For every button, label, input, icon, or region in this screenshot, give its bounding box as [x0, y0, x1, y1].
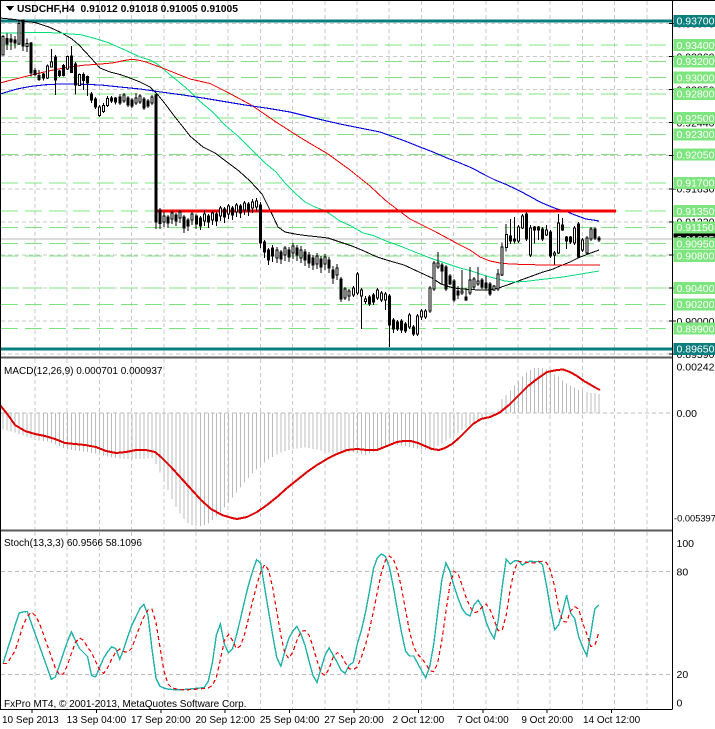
- svg-text:0.91350: 0.91350: [677, 206, 715, 218]
- svg-text:0.91150: 0.91150: [677, 222, 714, 234]
- svg-text:0.92300: 0.92300: [677, 129, 715, 141]
- svg-text:0.92500: 0.92500: [677, 113, 715, 125]
- svg-text:0.91700: 0.91700: [677, 178, 715, 190]
- svg-text:14 Oct 12:00: 14 Oct 12:00: [583, 715, 641, 726]
- svg-text:Stoch(13,3,3) 60.9566 58.1096: Stoch(13,3,3) 60.9566 58.1096: [4, 538, 142, 549]
- svg-text:0.00: 0.00: [677, 408, 698, 420]
- svg-text:USDCHF,H4 0.91012 0.91018 0.9: USDCHF,H4 0.91012 0.91018 0.91005 0.9100…: [17, 4, 238, 15]
- svg-text:0.89900: 0.89900: [677, 323, 715, 335]
- svg-text:0.90950: 0.90950: [677, 238, 715, 250]
- svg-text:0.93700: 0.93700: [677, 16, 715, 28]
- svg-text:0.93400: 0.93400: [677, 40, 715, 52]
- svg-text:-0.005397: -0.005397: [674, 513, 715, 523]
- svg-text:0.93200: 0.93200: [677, 56, 715, 68]
- svg-text:0.90800: 0.90800: [677, 251, 715, 263]
- svg-text:80: 80: [677, 566, 689, 578]
- svg-text:2 Oct 12:00: 2 Oct 12:00: [393, 715, 445, 726]
- svg-text:0.89650: 0.89650: [677, 344, 715, 356]
- svg-text:10 Sep 2013: 10 Sep 2013: [2, 715, 59, 726]
- svg-text:27 Sep 20:00: 27 Sep 20:00: [324, 715, 384, 726]
- svg-text:0.90200: 0.90200: [677, 299, 715, 311]
- svg-text:13 Sep 04:00: 13 Sep 04:00: [67, 715, 127, 726]
- svg-text:0.93000: 0.93000: [677, 72, 715, 84]
- svg-text:100: 100: [677, 538, 695, 550]
- svg-text:20: 20: [677, 669, 689, 681]
- svg-text:20 Sep 12:00: 20 Sep 12:00: [195, 715, 255, 726]
- svg-text:FxPro MT4, © 2001-2013, MetaQu: FxPro MT4, © 2001-2013, MetaQuotes Softw…: [4, 699, 246, 710]
- svg-text:0.90400: 0.90400: [677, 283, 715, 295]
- svg-text:0: 0: [677, 697, 683, 709]
- svg-text:25 Sep 04:00: 25 Sep 04:00: [260, 715, 320, 726]
- svg-text:0.92050: 0.92050: [677, 149, 715, 161]
- svg-text:9 Oct 20:00: 9 Oct 20:00: [521, 715, 573, 726]
- svg-text:7 Oct 04:00: 7 Oct 04:00: [457, 715, 509, 726]
- svg-text:MACD(12,26,9) 0.000701 0.00093: MACD(12,26,9) 0.000701 0.000937: [4, 366, 163, 377]
- svg-text:17 Sep 20:00: 17 Sep 20:00: [131, 715, 191, 726]
- svg-text:0.92800: 0.92800: [677, 89, 715, 101]
- svg-text:0.00242: 0.00242: [677, 361, 715, 373]
